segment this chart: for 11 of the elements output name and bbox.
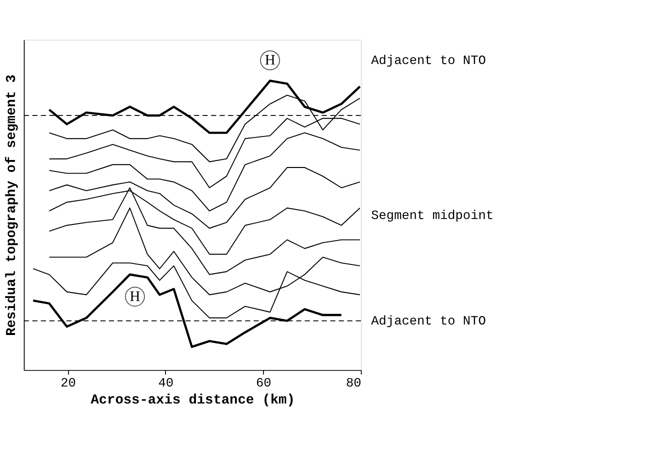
x-tick-label: 60	[256, 376, 272, 391]
text: Adjacent to NTO	[371, 52, 486, 68]
x-tick-label: 20	[60, 376, 76, 391]
x-tick-label: 40	[158, 376, 174, 391]
x-axis-title: Across-axis distance (km)	[90, 394, 295, 409]
text: Segment midpoint	[371, 208, 494, 223]
text: Adjacent to NTO	[371, 314, 486, 329]
annotation: H	[130, 288, 141, 305]
annotation: H	[264, 52, 276, 69]
y-axis-title: Residual topography of segment 3	[4, 74, 20, 336]
x-tick-label: 80	[346, 376, 362, 391]
